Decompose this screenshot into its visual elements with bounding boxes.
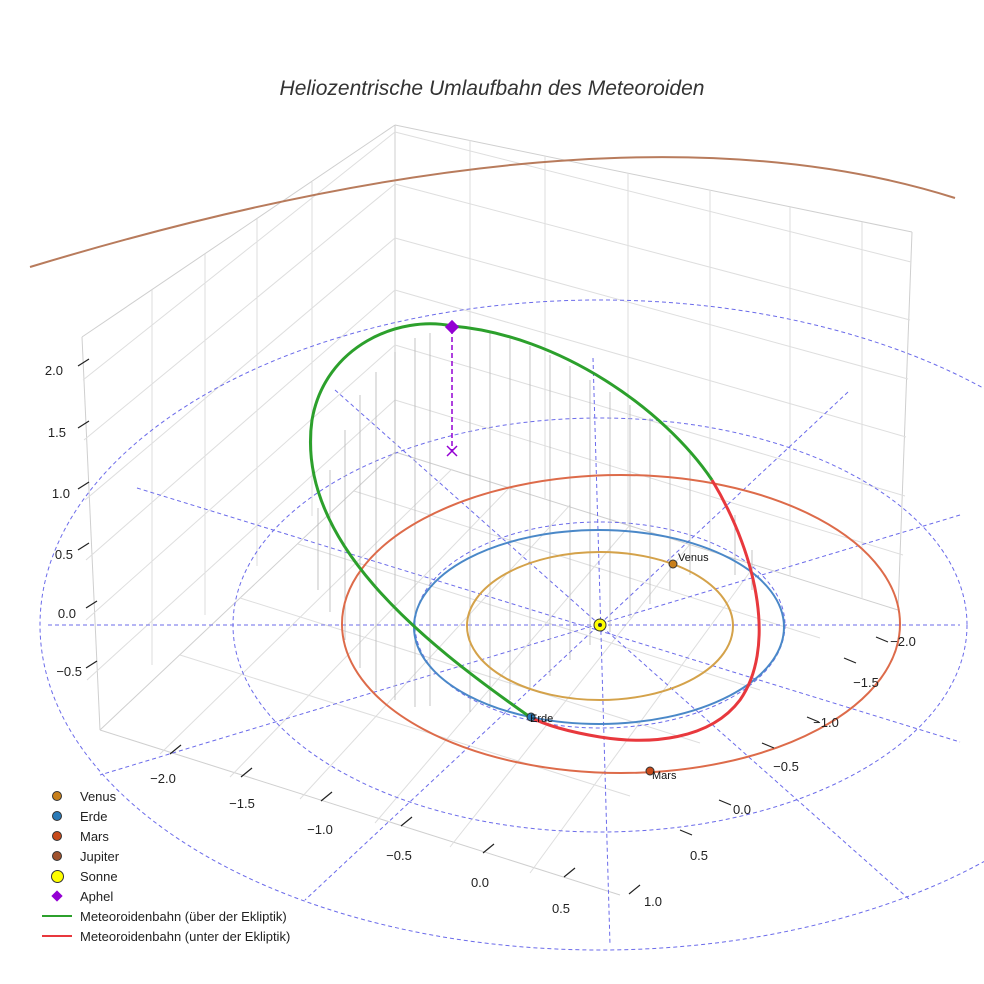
x-tick-label: 1.0: [644, 894, 662, 909]
legend-item-sonne[interactable]: Sonne: [38, 866, 358, 886]
y-tick-label: −1.0: [813, 715, 839, 730]
legend-sun-dot-icon: [50, 869, 64, 883]
x-tick-label: −0.5: [386, 848, 412, 863]
y-tick-label: 0.5: [690, 848, 708, 863]
x-tick-label: −2.0: [150, 771, 176, 786]
legend-label: Erde: [80, 808, 108, 824]
z-tick-label: 1.5: [48, 425, 66, 440]
x-tick-label: 0.5: [552, 901, 570, 916]
meteoroid-orbit-below: [529, 479, 761, 742]
y-tick-label: 0.0: [733, 802, 751, 817]
aphel-marker: [444, 319, 460, 335]
z-tick-label: 1.0: [52, 486, 70, 501]
earth-label: Erde: [530, 713, 553, 725]
legend-label: Sonne: [80, 868, 118, 884]
venus-label: Venus: [678, 552, 709, 564]
y-axis-ticks: −2.0 −1.5 −1.0 −0.5 0.0 0.5: [679, 634, 916, 863]
x-tick-label: −1.0: [307, 822, 333, 837]
z-axis-ticks: 2.0 1.5 1.0 0.5 0.0 −0.5: [45, 358, 98, 679]
legend-venus-dot-icon: [52, 791, 62, 801]
z-tick-label: 0.0: [58, 606, 76, 621]
axis-box: [81, 124, 913, 896]
x-axis-ticks: −2.0 −1.5 −1.0 −0.5 0.0 0.5 1.0: [150, 744, 662, 916]
chart-title: Heliozentrische Umlaufbahn des Meteoroid…: [280, 77, 705, 100]
legend-item-aphel[interactable]: Aphel: [38, 886, 358, 906]
mars-orbit: [341, 474, 901, 774]
x-tick-label: 0.0: [471, 875, 489, 890]
z-tick-label: −0.5: [56, 664, 82, 679]
legend-label: Jupiter: [80, 848, 120, 864]
mars-label: Mars: [652, 770, 677, 782]
sun-center: [598, 623, 602, 627]
z-tick-label: 2.0: [45, 363, 63, 378]
jupiter-orbit: [29, 156, 956, 268]
legend-label: Meteoroidenbahn (über der Ekliptik): [80, 908, 287, 924]
legend-item-orbit-above[interactable]: Meteoroidenbahn (über der Ekliptik): [38, 906, 358, 926]
legend-label: Meteoroidenbahn (unter der Ekliptik): [80, 928, 291, 944]
ecliptic-reference-grid: [39, 299, 984, 951]
legend-red-line-icon: [42, 935, 72, 937]
venus-marker: [668, 559, 678, 569]
chart-legend: Venus Erde Mars Jupiter Sonne Aphel Mete…: [38, 786, 358, 946]
y-tick-label: −1.5: [853, 675, 879, 690]
legend-label: Venus: [80, 788, 117, 804]
z-tick-label: 0.5: [55, 547, 73, 562]
legend-mars-dot-icon: [52, 831, 62, 841]
y-tick-label: −0.5: [773, 759, 799, 774]
legend-item-venus[interactable]: Venus: [38, 786, 358, 806]
legend-item-erde[interactable]: Erde: [38, 806, 358, 826]
legend-jupiter-dot-icon: [52, 851, 62, 861]
aphel-projection-x-icon: [446, 445, 458, 457]
legend-item-mars[interactable]: Mars: [38, 826, 358, 846]
legend-label: Aphel: [80, 888, 114, 904]
legend-item-orbit-below[interactable]: Meteoroidenbahn (unter der Ekliptik): [38, 926, 358, 946]
y-tick-label: −2.0: [890, 634, 916, 649]
legend-green-line-icon: [42, 915, 72, 917]
legend-aphel-diamond-icon: [51, 890, 63, 902]
meteoroid-orbit-above: [309, 322, 714, 719]
legend-label: Mars: [80, 828, 109, 844]
mars-marker: [645, 766, 655, 776]
earth-marker: [526, 712, 536, 722]
orbit-drop-lines: [317, 330, 753, 712]
legend-earth-dot-icon: [52, 811, 62, 821]
venus-orbit: [466, 551, 734, 701]
legend-item-jupiter[interactable]: Jupiter: [38, 846, 358, 866]
x-tick-label: −1.5: [229, 796, 255, 811]
